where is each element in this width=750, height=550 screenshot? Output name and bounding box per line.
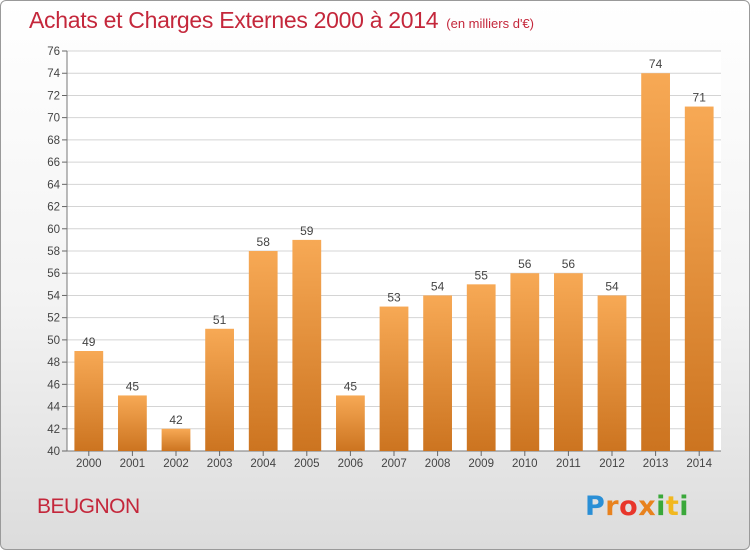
bar	[336, 395, 365, 451]
x-tick-label: 2009	[468, 458, 494, 470]
bar	[379, 306, 409, 451]
bar-value-label: 56	[562, 257, 576, 271]
chart-title: Achats et Charges Externes 2000 à 2014 (e…	[29, 7, 534, 34]
y-tick-label: 64	[47, 179, 60, 191]
bar	[205, 328, 234, 451]
bar-value-label: 45	[126, 379, 140, 393]
y-tick-label: 62	[47, 202, 60, 214]
x-tick-label: 2012	[599, 458, 625, 470]
bar-value-label: 71	[693, 91, 707, 105]
x-tick-label: 2010	[512, 458, 538, 470]
bar	[74, 351, 104, 451]
bar	[554, 273, 583, 451]
bar-value-label: 55	[475, 268, 489, 282]
x-tick-label: 2011	[556, 458, 581, 470]
y-tick-label: 66	[47, 157, 60, 169]
bar	[597, 295, 627, 451]
y-tick-label: 76	[47, 46, 60, 58]
bar-value-label: 74	[649, 57, 663, 71]
x-tick-label: 2014	[686, 458, 712, 470]
y-tick-label: 52	[47, 313, 60, 325]
bar-value-label: 56	[518, 257, 532, 271]
y-tick-label: 42	[47, 424, 60, 436]
logo-letter: x	[638, 491, 657, 522]
logo-letter: o	[619, 491, 639, 522]
y-tick-label: 60	[47, 224, 60, 236]
y-tick-label: 68	[47, 135, 60, 147]
x-tick-label: 2006	[338, 458, 364, 470]
bar-value-label: 51	[213, 313, 227, 327]
y-tick-label: 50	[47, 335, 60, 347]
x-tick-label: 2005	[294, 458, 320, 470]
y-tick-label: 72	[47, 90, 60, 102]
y-tick-label: 70	[47, 113, 60, 125]
bar	[423, 295, 452, 451]
chart-title-text: Achats et Charges Externes 2000 à 2014	[29, 7, 439, 33]
logo-letter: P	[585, 491, 606, 522]
bar-value-label: 54	[605, 279, 619, 293]
bar	[684, 106, 714, 452]
logo-letter: i	[679, 491, 690, 522]
x-tick-label: 2003	[207, 458, 233, 470]
bar	[248, 251, 278, 451]
bar	[161, 428, 191, 451]
bar-value-label: 45	[344, 379, 358, 393]
chart-unit: (en milliers d'€)	[446, 16, 534, 31]
bar-value-label: 42	[169, 413, 183, 427]
y-tick-label: 40	[47, 446, 60, 458]
y-tick-label: 58	[47, 246, 60, 258]
proxiti-logo: Proxiti	[585, 491, 689, 522]
logo-letter: r	[605, 491, 620, 522]
y-tick-label: 46	[47, 379, 60, 391]
x-tick-label: 2013	[643, 458, 669, 470]
x-tick-label: 2000	[76, 458, 102, 470]
x-tick-label: 2001	[120, 458, 146, 470]
bar	[292, 239, 322, 451]
bar	[118, 395, 147, 451]
x-tick-label: 2004	[250, 458, 276, 470]
commune-name: BEUGNON	[37, 495, 140, 518]
x-tick-label: 2008	[425, 458, 451, 470]
logo-letter: t	[665, 491, 680, 522]
bar-value-label: 49	[82, 335, 96, 349]
logo-letter: i	[656, 491, 666, 522]
bar	[641, 73, 670, 451]
bar-value-label: 54	[431, 279, 445, 293]
y-tick-label: 74	[47, 68, 60, 80]
bar-value-label: 53	[387, 291, 401, 305]
bar-value-label: 59	[300, 224, 314, 238]
x-tick-label: 2002	[163, 458, 189, 470]
bar-value-label: 58	[257, 235, 271, 249]
y-tick-label: 56	[47, 268, 60, 280]
x-tick-label: 2007	[381, 458, 407, 470]
y-tick-label: 54	[47, 290, 60, 302]
y-tick-label: 48	[47, 357, 60, 369]
y-tick-label: 44	[47, 402, 60, 414]
bar	[510, 273, 540, 451]
bar	[466, 284, 496, 451]
